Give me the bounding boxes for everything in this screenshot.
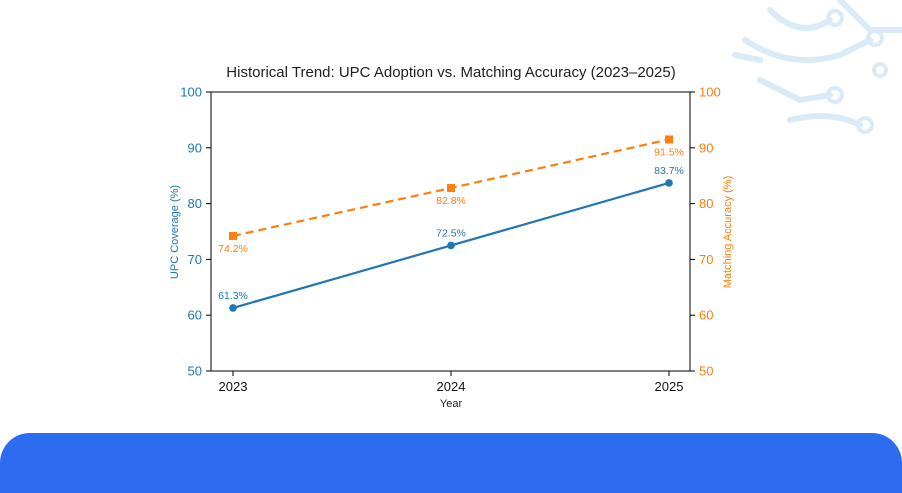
left-tick-label: 80 (188, 196, 202, 211)
data-label-0: 61.3% (218, 290, 248, 302)
line-chart: Historical Trend: UPC Adoption vs. Match… (169, 64, 734, 410)
right-tick-label: 50 (699, 364, 713, 379)
right-axis: 50 60 70 80 90 100 (690, 85, 721, 379)
x-axis: 2023 2024 2025 (219, 371, 684, 394)
series-layer: 61.3% 72.5% 83.7% 74.2% 82.8% 91.5% (218, 135, 684, 312)
left-tick-label: 70 (188, 252, 202, 267)
data-point-1 (665, 135, 673, 144)
x-tick-label: 2024 (437, 379, 466, 394)
data-point-0 (447, 241, 455, 250)
data-point-1 (447, 183, 455, 192)
circuit-decoration-icon (732, 0, 902, 134)
data-point-0 (665, 179, 673, 187)
data-label-1: 74.2% (218, 243, 248, 255)
data-point-1 (229, 231, 237, 240)
data-label-1: 91.5% (654, 146, 684, 158)
x-axis-label: Year (440, 398, 463, 410)
data-label-1: 82.8% (436, 195, 466, 207)
right-tick-label: 100 (699, 85, 721, 100)
data-point-0 (229, 304, 237, 312)
left-tick-label: 50 (188, 364, 202, 379)
left-tick-label: 60 (188, 308, 202, 323)
left-axis-label: UPC Coverage (%) (169, 185, 181, 279)
right-tick-label: 60 (699, 308, 713, 323)
chart-title: Historical Trend: UPC Adoption vs. Match… (226, 64, 675, 81)
x-tick-label: 2023 (219, 379, 248, 394)
left-axis: 50 60 70 80 90 100 (180, 85, 211, 379)
left-tick-label: 90 (188, 140, 202, 155)
data-label-0: 72.5% (436, 227, 466, 239)
right-tick-label: 90 (699, 140, 713, 155)
data-label-0: 83.7% (654, 165, 684, 177)
right-tick-label: 80 (699, 196, 713, 211)
right-tick-label: 70 (699, 252, 713, 267)
x-tick-label: 2025 (655, 379, 684, 394)
left-tick-label: 100 (180, 85, 202, 100)
footer-bar (0, 433, 902, 493)
right-axis-label: Matching Accuracy (%) (722, 176, 734, 288)
